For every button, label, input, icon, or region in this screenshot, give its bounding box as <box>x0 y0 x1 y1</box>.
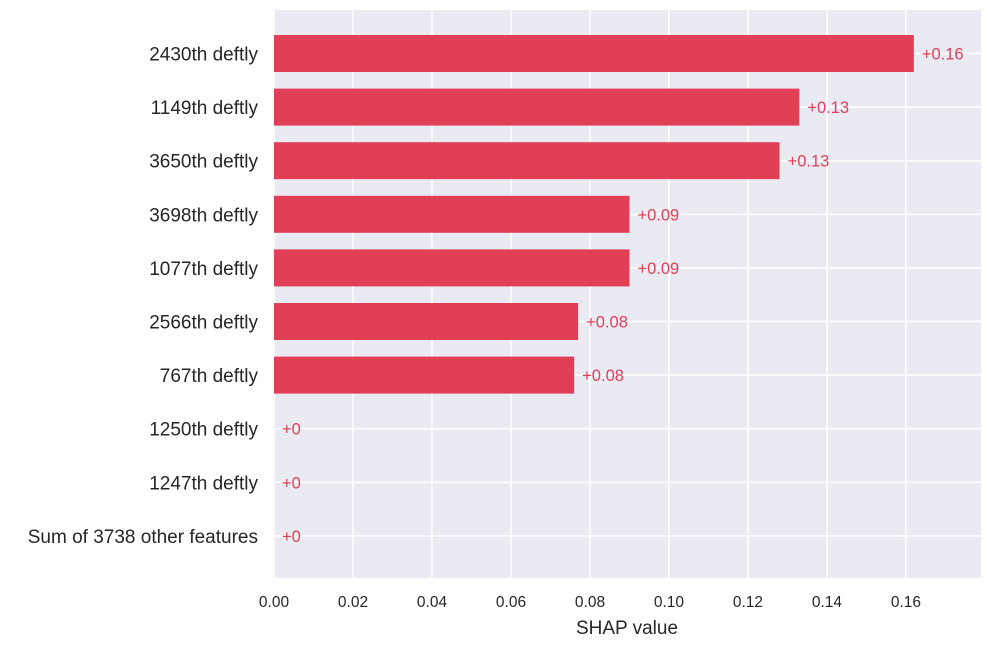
bar-value-label: +0.13 <box>807 99 849 117</box>
y-tick-label: 1247th deftly <box>149 473 258 494</box>
y-tick-label: 2566th deftly <box>149 313 258 334</box>
x-axis-label: SHAP value <box>576 618 678 639</box>
x-tick-label: 0.14 <box>812 594 843 611</box>
x-tick-label: 0.16 <box>891 594 921 611</box>
x-tick-label: 0.02 <box>338 594 368 611</box>
bar <box>274 195 630 233</box>
bar <box>274 88 800 126</box>
y-tick-label: 2430th deftly <box>149 45 258 66</box>
y-tick-label: 3698th deftly <box>149 205 258 226</box>
x-tick-label: 0.10 <box>654 594 685 611</box>
bar <box>274 303 579 340</box>
bar-value-label: +0 <box>282 528 301 546</box>
bar-value-label: +0 <box>282 474 301 492</box>
y-tick-labels: 2430th deftly 1149th deftly 3650th deftly 3… <box>28 45 259 548</box>
bar-value-label: +0.16 <box>922 46 964 64</box>
y-tick-label: 1149th deftly <box>151 98 259 119</box>
y-tick-label: 1250th deftly <box>149 420 258 441</box>
data-labels: +0.16 +0.13 +0.13 +0.09 +0.09 +0.08 +0.08 +0 +0 +… <box>282 46 964 546</box>
x-tick-label: 0.06 <box>496 594 526 611</box>
bar <box>274 142 780 180</box>
bar-value-label: +0 <box>282 421 301 439</box>
bar <box>274 35 914 72</box>
x-tick-label: 0.12 <box>733 594 763 611</box>
y-tick-label: 3650th deftly <box>149 152 258 173</box>
y-tick-label: Sum of 3738 other features <box>28 527 258 548</box>
x-tick-label: 0.00 <box>259 594 290 611</box>
bar <box>274 249 630 287</box>
bar-value-label: +0.09 <box>637 260 679 278</box>
bar-value-label: +0.08 <box>586 314 628 332</box>
bar <box>274 356 575 394</box>
bar-value-label: +0.13 <box>788 153 830 171</box>
x-tick-label: 0.08 <box>575 594 605 611</box>
bars <box>274 35 914 394</box>
bar-value-label: +0.08 <box>582 367 624 385</box>
x-tick-label: 0.04 <box>417 594 448 611</box>
y-tick-label: 767th deftly <box>160 366 259 387</box>
x-tick-labels: 0.00 0.02 0.04 0.06 0.08 0.10 0.12 0.14 0.16 <box>259 594 921 611</box>
bar-value-label: +0.09 <box>637 206 679 224</box>
y-tick-label: 1077th deftly <box>149 259 258 280</box>
